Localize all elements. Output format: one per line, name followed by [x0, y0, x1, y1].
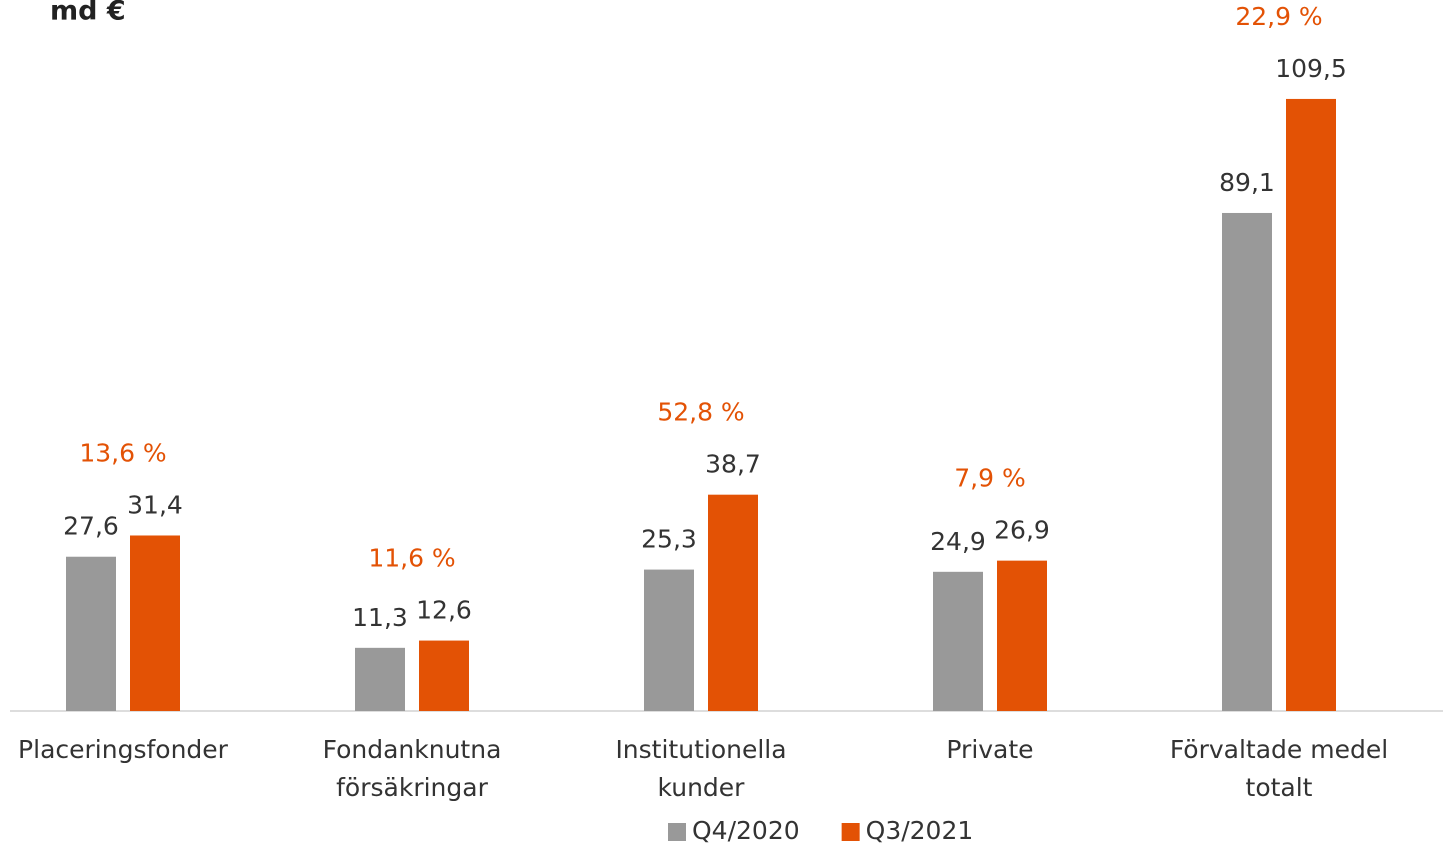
bar — [1222, 212, 1272, 711]
legend-label: Q4/2020 — [692, 816, 800, 845]
x-tick-label: Förvaltade medel — [1170, 735, 1388, 764]
bar — [130, 535, 180, 711]
x-tick-label: Fondanknutna — [323, 735, 502, 764]
x-tick-label: Placeringsfonder — [18, 735, 229, 764]
bar — [355, 647, 405, 711]
bar — [644, 569, 694, 711]
x-tick-label: kunder — [658, 773, 746, 802]
legend-label: Q3/2021 — [866, 816, 974, 845]
x-tick-label: totalt — [1246, 773, 1313, 802]
x-tick-label: Private — [946, 735, 1033, 764]
legend-swatch — [668, 823, 686, 841]
x-tick-label: Institutionella — [615, 735, 786, 764]
bar — [66, 556, 116, 711]
value-label: 31,4 — [127, 490, 183, 519]
value-label: 25,3 — [641, 525, 697, 554]
bar — [997, 560, 1047, 711]
legend-swatch — [841, 823, 860, 841]
value-label: 109,5 — [1275, 54, 1347, 83]
value-label: 27,6 — [63, 512, 119, 541]
bar — [933, 571, 983, 711]
growth-label: 11,6 % — [368, 544, 455, 573]
bar — [419, 640, 469, 711]
x-tick-label: försäkringar — [336, 773, 488, 802]
unit-label: md € — [50, 0, 126, 27]
bar — [708, 494, 758, 711]
value-label: 38,7 — [705, 450, 761, 479]
bar — [1286, 98, 1336, 711]
value-label: 12,6 — [416, 596, 472, 625]
value-label: 11,3 — [352, 603, 408, 632]
value-label: 89,1 — [1219, 168, 1275, 197]
growth-label: 13,6 % — [79, 438, 166, 467]
value-label: 26,9 — [994, 516, 1050, 545]
growth-label: 52,8 % — [657, 398, 744, 427]
value-label: 24,9 — [930, 527, 986, 556]
growth-label: 7,9 % — [954, 464, 1025, 493]
growth-label: 22,9 % — [1235, 2, 1322, 31]
